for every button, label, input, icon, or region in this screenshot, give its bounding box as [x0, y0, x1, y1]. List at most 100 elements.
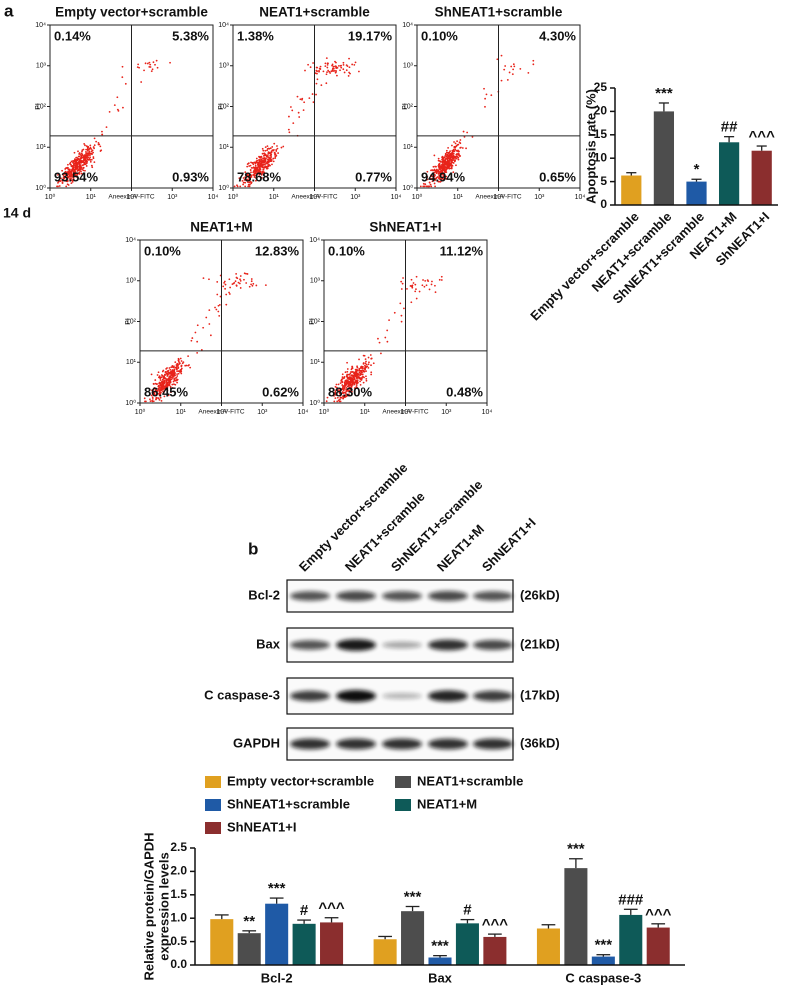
- bar: [564, 868, 588, 965]
- event-dot: [322, 70, 325, 73]
- event-dot: [75, 167, 78, 169]
- event-dot: [168, 367, 171, 369]
- quadrant-percent: 78.68%: [237, 169, 282, 184]
- event-dot: [437, 177, 440, 180]
- event-dot: [264, 157, 267, 160]
- event-dot: [92, 151, 94, 154]
- event-dot: [250, 181, 253, 184]
- event-dot: [364, 364, 366, 367]
- event-dot: [174, 377, 177, 380]
- event-dot: [73, 151, 76, 154]
- event-dot: [324, 62, 327, 65]
- event-dot: [342, 61, 345, 64]
- blot-band: [428, 690, 468, 702]
- event-dot: [341, 391, 344, 393]
- event-dot: [324, 65, 327, 68]
- significance-label: ^^^: [318, 900, 345, 917]
- event-dot: [61, 178, 64, 181]
- event-dot: [316, 78, 319, 81]
- blot-band: [290, 591, 330, 601]
- event-dot: [319, 65, 322, 68]
- event-dot: [360, 371, 363, 374]
- legend-label: ShNEAT1+I: [227, 819, 296, 834]
- event-dot: [316, 66, 319, 69]
- event-dot: [434, 291, 437, 294]
- event-dot: [512, 68, 515, 71]
- blot-band: [336, 738, 376, 750]
- event-dot: [149, 400, 152, 403]
- event-dot: [168, 375, 171, 378]
- event-dot: [254, 166, 257, 169]
- event-dot: [155, 394, 157, 396]
- y-tick-label: 10⁴: [309, 237, 320, 244]
- event-dot: [339, 400, 342, 403]
- event-dot: [251, 284, 254, 287]
- event-dot: [89, 144, 92, 147]
- event-dot: [99, 145, 102, 148]
- event-dot: [439, 168, 442, 171]
- event-dot: [67, 175, 70, 178]
- event-dot: [289, 106, 292, 108]
- event-dot: [66, 167, 68, 170]
- y-tick-label: 10¹: [219, 144, 230, 151]
- event-dot: [78, 172, 81, 175]
- event-dot: [70, 171, 73, 173]
- y-axis-label: PI: [309, 318, 316, 325]
- event-dot: [161, 387, 164, 390]
- event-dot: [171, 372, 173, 375]
- event-dot: [353, 381, 355, 384]
- event-dot: [490, 94, 493, 97]
- event-dot: [258, 161, 261, 164]
- event-dot: [173, 383, 175, 386]
- event-dot: [246, 179, 249, 182]
- event-dot: [154, 388, 157, 391]
- event-dot: [244, 185, 247, 188]
- quadrant-percent: 94.94%: [421, 169, 466, 184]
- event-dot: [75, 172, 78, 175]
- event-dot: [164, 374, 166, 376]
- event-dot: [254, 164, 257, 167]
- event-dot: [239, 275, 242, 277]
- event-dot: [272, 160, 275, 163]
- quadrant-percent: 12.83%: [255, 243, 300, 258]
- event-dot: [369, 354, 372, 356]
- event-dot: [335, 383, 338, 386]
- event-dot: [345, 382, 348, 384]
- event-dot: [150, 373, 153, 376]
- x-tick-label: 10³: [441, 409, 452, 416]
- event-dot: [425, 185, 428, 188]
- event-dot: [350, 390, 353, 393]
- event-dot: [433, 175, 436, 178]
- event-dot: [264, 165, 267, 168]
- quadrant-percent: 11.12%: [440, 243, 484, 258]
- event-dot: [84, 160, 87, 163]
- y-axis-label: Apoptosis rate (%): [583, 89, 598, 204]
- event-dot: [146, 62, 149, 65]
- event-dot: [239, 185, 242, 188]
- event-dot: [138, 66, 141, 69]
- event-dot: [250, 283, 252, 286]
- event-dot: [331, 68, 334, 71]
- event-dot: [157, 397, 160, 400]
- event-dot: [449, 152, 452, 155]
- event-dot: [443, 172, 445, 175]
- event-dot: [231, 283, 234, 285]
- event-dot: [85, 156, 87, 159]
- event-dot: [326, 62, 329, 65]
- event-dot: [242, 177, 245, 179]
- y-tick-label: 0.5: [170, 934, 187, 948]
- event-dot: [84, 144, 86, 147]
- quadrant-percent: 88.30%: [328, 384, 373, 399]
- bar: [401, 911, 425, 965]
- event-dot: [90, 148, 93, 150]
- event-dot: [519, 67, 522, 70]
- event-dot: [57, 173, 59, 176]
- event-dot: [353, 377, 356, 380]
- event-dot: [343, 387, 346, 390]
- event-dot: [439, 165, 442, 168]
- protein-size: (26kD): [520, 587, 560, 602]
- bar: [686, 181, 707, 205]
- event-dot: [263, 154, 266, 157]
- blot-band: [336, 639, 376, 651]
- event-dot: [454, 146, 457, 149]
